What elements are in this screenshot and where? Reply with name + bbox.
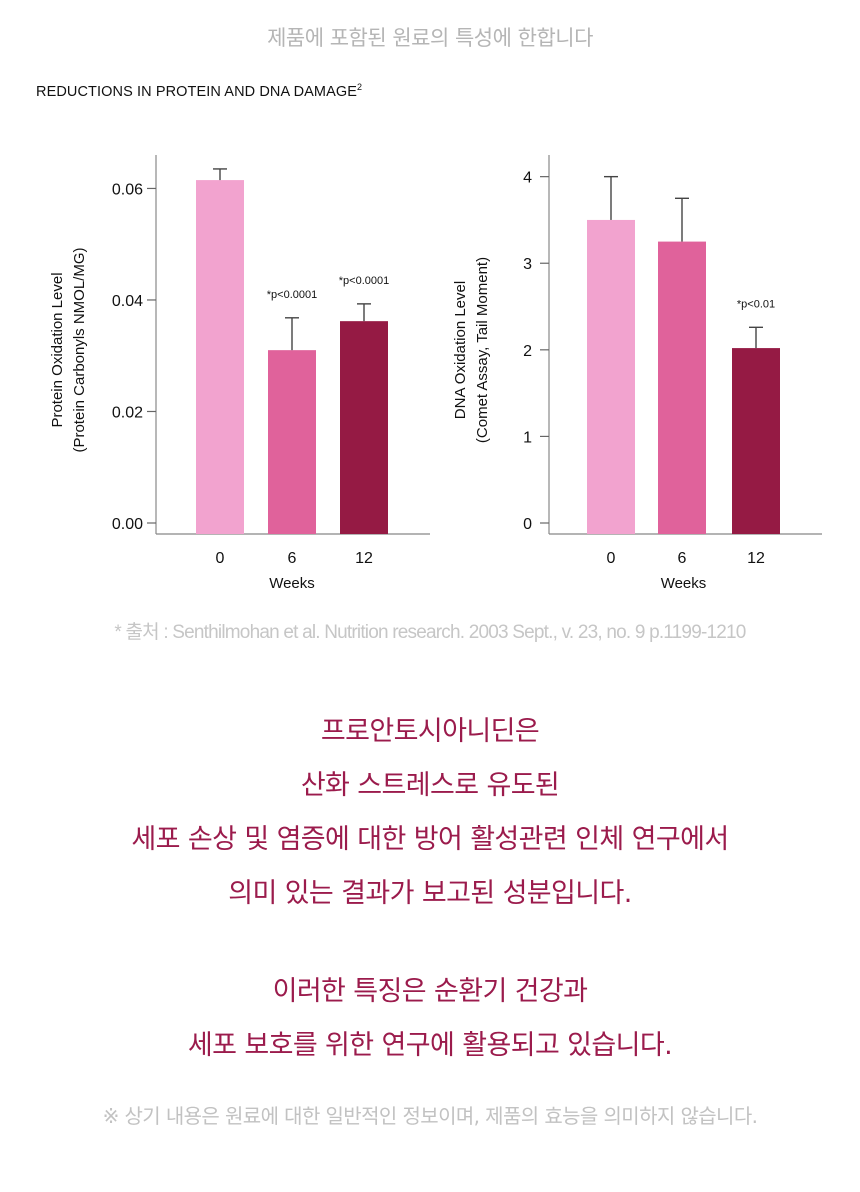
description-line: 이러한 특징은 순환기 건강과 xyxy=(272,976,588,1007)
description-line: 세포 손상 및 염증에 대한 방어 활성관련 인체 연구에서 xyxy=(131,824,729,855)
bar-week-0 xyxy=(196,180,244,534)
bar-week-6 xyxy=(658,241,706,534)
section-title-footnote: 2 xyxy=(357,82,363,92)
bar-week-12 xyxy=(732,348,780,534)
x-tick-label: 12 xyxy=(355,550,373,567)
y-tick-label: 0.00 xyxy=(112,516,143,533)
description-line: 세포 보호를 위한 연구에 활용되고 있습니다. xyxy=(187,1030,673,1061)
y-axis-subtitle: (Protein Carbonyls NMOL/MG) xyxy=(71,247,88,452)
y-tick-label: 3 xyxy=(523,256,532,273)
disclaimer: ※ 상기 내용은 원료에 대한 일반적인 정보이며, 제품의 효능을 의미하지 … xyxy=(102,1104,758,1128)
description-line: 의미 있는 결과가 보고된 성분입니다. xyxy=(228,878,632,909)
x-axis-title: Weeks xyxy=(269,575,315,592)
y-axis-title: DNA Oxidation Level xyxy=(452,281,469,419)
significance-label: *p<0.01 xyxy=(737,298,775,310)
significance-label: *p<0.0001 xyxy=(339,275,389,287)
significance-label: *p<0.0001 xyxy=(267,289,317,301)
y-axis-title: Protein Oxidation Level xyxy=(49,272,66,427)
x-tick-label: 0 xyxy=(607,550,616,567)
section-title-text: REDUCTIONS IN PROTEIN AND DNA DAMAGE xyxy=(36,83,358,100)
y-tick-label: 2 xyxy=(523,343,532,360)
x-tick-label: 0 xyxy=(216,550,225,567)
top-note: 제품에 포함된 원료의 특성에 한합니다 xyxy=(267,26,593,50)
x-tick-label: 12 xyxy=(747,550,765,567)
x-tick-label: 6 xyxy=(288,550,297,567)
x-tick-label: 6 xyxy=(678,550,687,567)
bar-charts: 0.000.020.040.060*p<0.00016*p<0.000112We… xyxy=(49,155,822,592)
y-tick-label: 1 xyxy=(523,429,532,446)
y-tick-label: 4 xyxy=(523,170,532,187)
paragraph-gap xyxy=(0,928,860,972)
bar-week-6 xyxy=(268,350,316,534)
bar-week-0 xyxy=(587,219,635,535)
description-line: 프로안토시아니딘은 xyxy=(320,716,540,747)
bar-week-12 xyxy=(340,321,388,534)
y-tick-label: 0.02 xyxy=(112,404,143,421)
section-title: REDUCTIONS IN PROTEIN AND DNA DAMAGE2 xyxy=(36,82,362,100)
y-axis-subtitle: (Comet Assay, Tail Moment) xyxy=(474,257,491,443)
y-tick-label: 0.06 xyxy=(112,181,143,198)
y-tick-label: 0 xyxy=(523,516,532,533)
description-line: 산화 스트레스로 유도된 xyxy=(300,770,560,801)
y-tick-label: 0.04 xyxy=(112,293,143,310)
source-citation: * 출처 : Senthilmohan et al. Nutrition res… xyxy=(114,622,746,643)
x-axis-title: Weeks xyxy=(661,575,707,592)
chart-1: 0.00 0.02 0.04 0.06 0 *p<0.0001 6 *p<0.0001 12 We… xyxy=(49,155,430,592)
